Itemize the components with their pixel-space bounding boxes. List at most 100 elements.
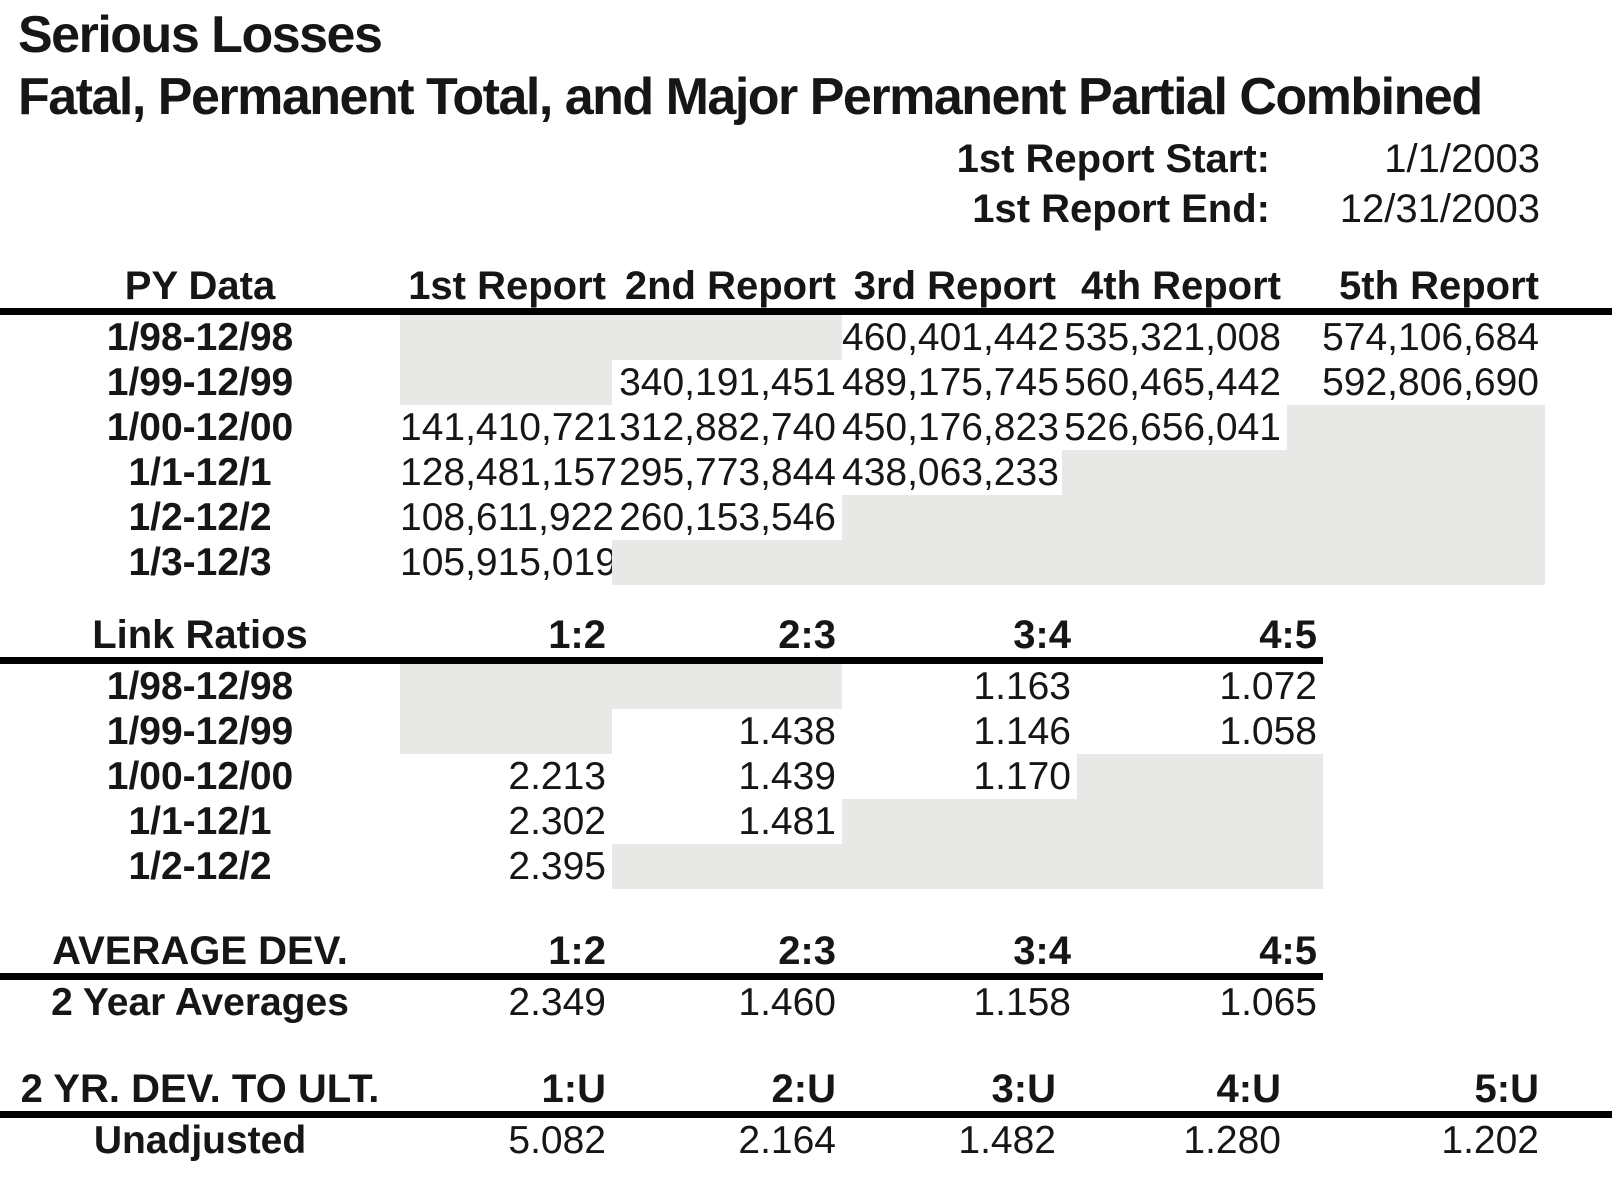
table-cell-shaded xyxy=(842,540,1062,585)
table-cell: 1.058 xyxy=(1219,710,1317,753)
table-cell: 128,481,157 xyxy=(400,451,617,494)
column-header: 5th Report xyxy=(1339,264,1539,308)
table-cell: 560,465,442 xyxy=(1064,361,1281,404)
table-cell-shaded xyxy=(842,495,1062,540)
column-header: 1:2 xyxy=(548,929,606,973)
column-header: 2nd Report xyxy=(624,264,836,308)
table-cell: 1.072 xyxy=(1219,665,1317,708)
table-cell: 5.082 xyxy=(508,1119,606,1162)
table-cell-shaded xyxy=(400,664,612,709)
row-label: 1/2-12/2 xyxy=(128,845,272,888)
table-cell: 295,773,844 xyxy=(619,451,836,494)
table-cell: 489,175,745 xyxy=(842,361,1059,404)
table-cell: 535,321,008 xyxy=(1064,316,1281,359)
table-cell: 340,191,451 xyxy=(619,361,836,404)
table-cell: 450,176,823 xyxy=(842,406,1059,449)
column-header: 2:3 xyxy=(778,613,836,657)
report-start-row: 1st Report Start: 1/1/2003 xyxy=(0,134,1612,184)
table-cell: 1.438 xyxy=(738,710,836,753)
table-cell: 1.482 xyxy=(958,1119,1056,1162)
table-cell-shaded xyxy=(1287,450,1545,495)
row-label: Unadjusted xyxy=(93,1119,307,1162)
table-row: 1/99-12/99 1.438 1.146 1.058 xyxy=(0,709,1612,754)
row-label: 2 Year Averages xyxy=(51,981,349,1024)
table-row: 1/99-12/99 340,191,451 489,175,745 560,4… xyxy=(0,360,1612,405)
table-cell: 2.349 xyxy=(508,981,606,1024)
report-info: 1st Report Start: 1/1/2003 1st Report En… xyxy=(0,134,1612,234)
table-cell-shaded xyxy=(612,315,842,360)
table-row: 1/2-12/2 2.395 xyxy=(0,844,1612,889)
table-cell: 1.481 xyxy=(738,800,836,843)
column-header: 3:4 xyxy=(1013,613,1071,657)
py-data-table: PY Data 1st Report 2nd Report 3rd Report… xyxy=(0,264,1612,585)
table-cell: 1.439 xyxy=(738,755,836,798)
table-row: 1/1-12/1 128,481,157 295,773,844 438,063… xyxy=(0,450,1612,495)
horizontal-rule xyxy=(0,657,1323,664)
table-row: 1/3-12/3 105,915,019 xyxy=(0,540,1612,585)
row-label: 1/98-12/98 xyxy=(106,316,294,359)
table-cell: 2.395 xyxy=(508,845,606,888)
column-header: 4:5 xyxy=(1259,613,1317,657)
table-row: 1/98-12/98 1.163 1.072 xyxy=(0,664,1612,709)
column-header: 2:3 xyxy=(778,929,836,973)
table-cell-shaded xyxy=(842,844,1077,889)
table-cell-shaded xyxy=(1287,540,1545,585)
table-cell: 574,106,684 xyxy=(1322,316,1539,359)
table-cell-shaded xyxy=(612,540,842,585)
column-header: 3:4 xyxy=(1013,929,1071,973)
column-header: 5:U xyxy=(1474,1067,1539,1111)
table-row: 1/1-12/1 2.302 1.481 xyxy=(0,799,1612,844)
table-cell-shaded xyxy=(1287,405,1545,450)
table-row: 1/00-12/00 2.213 1.439 1.170 xyxy=(0,754,1612,799)
row-label: 1/99-12/99 xyxy=(106,361,294,404)
report-start-label: 1st Report Start: xyxy=(956,137,1270,181)
table-cell-shaded xyxy=(1287,495,1545,540)
column-header: Link Ratios xyxy=(92,613,308,657)
column-header: 4th Report xyxy=(1081,264,1281,308)
horizontal-rule xyxy=(0,308,1612,315)
table-cell: 1.170 xyxy=(973,755,1071,798)
table-cell: 1.146 xyxy=(973,710,1071,753)
title-block: Serious Losses Fatal, Permanent Total, a… xyxy=(0,0,1612,128)
table-cell-shaded xyxy=(1062,495,1287,540)
table-row: 1/2-12/2 108,611,922 260,153,546 xyxy=(0,495,1612,540)
table-cell: 108,611,922 xyxy=(400,496,614,539)
column-header: 1:U xyxy=(541,1067,606,1111)
column-header: 3rd Report xyxy=(853,264,1056,308)
table-cell: 592,806,690 xyxy=(1322,361,1539,404)
table-header-row: Link Ratios 1:2 2:3 3:4 4:5 xyxy=(0,613,1612,657)
page-subtitle: Fatal, Permanent Total, and Major Perman… xyxy=(18,68,1483,126)
table-cell: 2.213 xyxy=(508,755,606,798)
column-header: AVERAGE DEV. xyxy=(52,929,348,973)
table-cell-shaded xyxy=(842,799,1077,844)
report-end-label: 1st Report End: xyxy=(972,187,1270,231)
table-cell: 460,401,442 xyxy=(842,316,1059,359)
dev-to-ult-table: 2 YR. DEV. TO ULT. 1:U 2:U 3:U 4:U 5:U U… xyxy=(0,1067,1612,1163)
column-header: 4:U xyxy=(1216,1067,1281,1111)
table-cell: 260,153,546 xyxy=(619,496,836,539)
table-cell: 1.460 xyxy=(738,981,836,1024)
table-cell: 105,915,019 xyxy=(400,541,617,584)
table-header-row: 2 YR. DEV. TO ULT. 1:U 2:U 3:U 4:U 5:U xyxy=(0,1067,1612,1111)
table-row: 2 Year Averages 2.349 1.460 1.158 1.065 xyxy=(0,980,1612,1025)
table-cell-shaded xyxy=(612,844,842,889)
row-label: 1/00-12/00 xyxy=(106,406,294,449)
column-header: 1st Report xyxy=(408,264,606,308)
table-cell: 1.163 xyxy=(973,665,1071,708)
link-ratios-table: Link Ratios 1:2 2:3 3:4 4:5 1/98-12/98 1… xyxy=(0,613,1612,889)
column-header: 1:2 xyxy=(548,613,606,657)
report-end-value: 12/31/2003 xyxy=(1339,187,1540,231)
row-label: 1/3-12/3 xyxy=(128,541,272,584)
table-cell-shaded xyxy=(612,664,842,709)
horizontal-rule xyxy=(0,1111,1612,1118)
table-cell-shaded xyxy=(1062,540,1287,585)
table-row: 1/00-12/00 141,410,721 312,882,740 450,1… xyxy=(0,405,1612,450)
table-cell-shaded xyxy=(1077,799,1323,844)
report-start-value: 1/1/2003 xyxy=(1384,137,1540,181)
table-cell-shaded xyxy=(400,709,612,754)
table-cell: 1.202 xyxy=(1441,1119,1539,1162)
table-cell: 438,063,233 xyxy=(842,451,1059,494)
column-header: 2 YR. DEV. TO ULT. xyxy=(20,1067,380,1111)
column-header: 2:U xyxy=(771,1067,836,1111)
